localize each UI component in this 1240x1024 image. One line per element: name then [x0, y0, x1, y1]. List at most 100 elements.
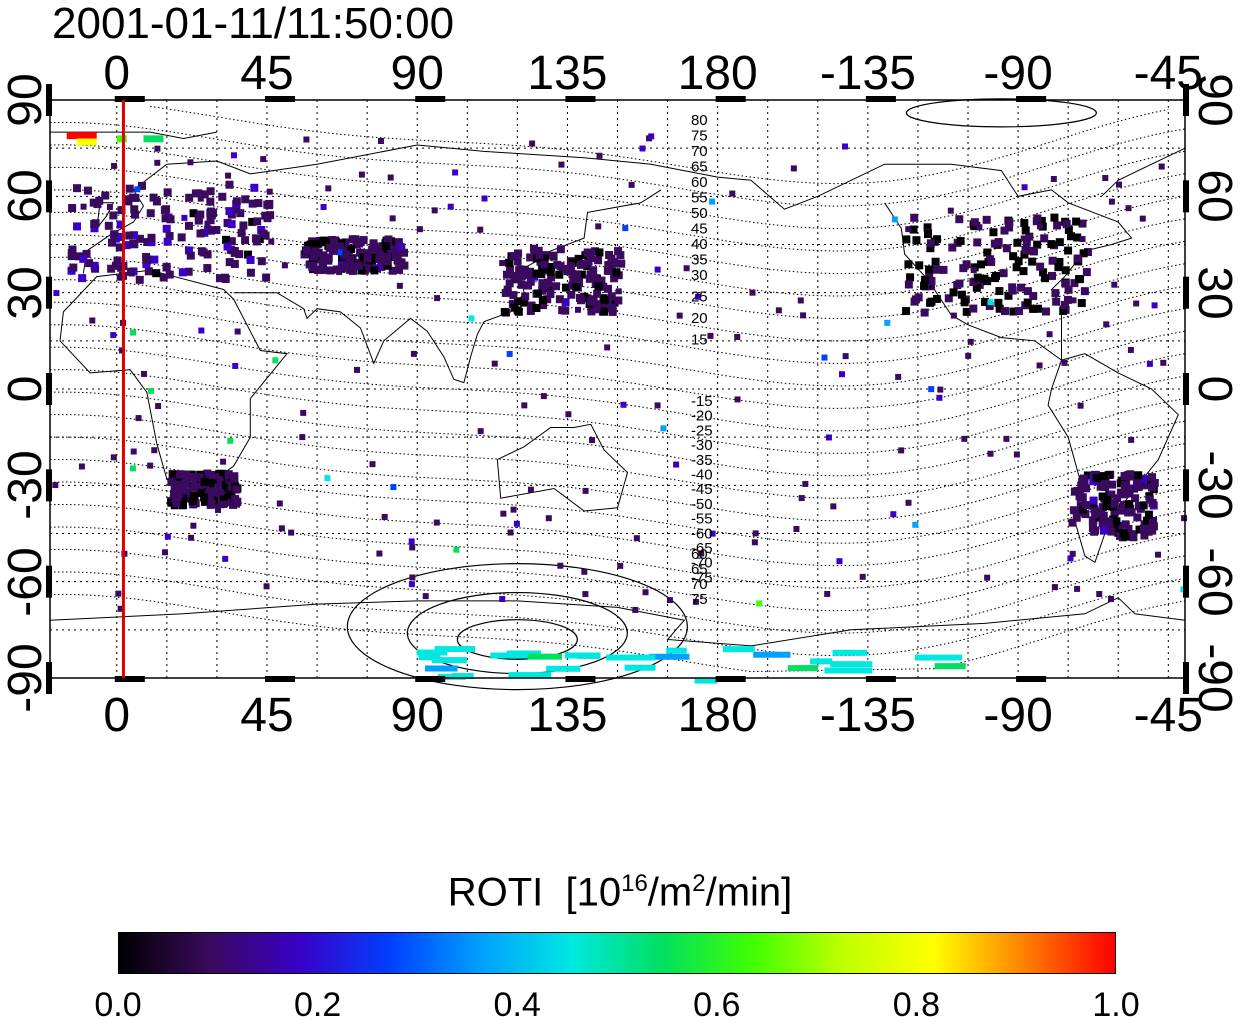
roti-pixel [607, 292, 616, 301]
roti-pixel [356, 248, 365, 257]
y-tick-right: -90 [1188, 643, 1240, 713]
roti-pixel [1083, 248, 1092, 257]
roti-pixel [312, 240, 321, 249]
roti-pixel [200, 493, 209, 502]
roti-pixel [1079, 236, 1086, 243]
roti-pixel [1022, 238, 1031, 247]
roti-pixel [1119, 529, 1128, 538]
roti-pixel [116, 135, 127, 143]
y-tick-left: 60 [0, 169, 52, 224]
roti-pixel [555, 270, 564, 279]
roti-pixel [395, 265, 404, 274]
roti-pixel [1121, 481, 1130, 490]
roti-pixel [241, 236, 250, 245]
roti-pixel [1081, 501, 1090, 510]
roti-pixel [604, 344, 611, 351]
roti-pixel [206, 187, 215, 196]
roti-pixel [67, 252, 76, 261]
roti-pixel [973, 238, 982, 247]
coastline [496, 423, 629, 512]
roti-pixel [914, 293, 923, 302]
roti-pixel [517, 272, 526, 281]
roti-pixel [1151, 302, 1158, 309]
roti-pixel [1101, 482, 1110, 491]
roti-pixel [214, 475, 223, 484]
roti-pixel [106, 203, 113, 210]
roti-pixel [977, 260, 986, 269]
roti-pixel [751, 539, 758, 546]
roti-pixel [527, 653, 563, 660]
roti-pixel [346, 255, 355, 264]
roti-pixel [152, 269, 161, 278]
roti-pixel [68, 245, 77, 254]
roti-pixel [101, 191, 110, 200]
roti-pixel [616, 251, 625, 260]
roti-pixel [177, 233, 186, 242]
roti-pixel [910, 213, 919, 222]
roti-pixel [195, 473, 204, 482]
roti-pixel [227, 237, 236, 246]
roti-pixel [810, 658, 833, 665]
roti-pixel [246, 268, 255, 277]
roti-pixel [909, 225, 918, 234]
roti-pixel [1021, 226, 1030, 235]
contour-label: 15 [691, 332, 708, 349]
roti-pixel [545, 515, 552, 522]
roti-pixel [1052, 297, 1061, 306]
y-tick-right: -60 [1188, 546, 1240, 617]
roti-pixel [197, 195, 204, 202]
roti-pixel [547, 262, 556, 271]
coastline [49, 597, 1186, 647]
roti-pixel [196, 210, 205, 219]
roti-pixel [513, 257, 522, 266]
roti-pixel [987, 450, 994, 457]
frame-tick [114, 676, 145, 682]
roti-pixel [932, 294, 941, 303]
x-tick-bottom: -45 [1133, 689, 1203, 742]
roti-pixel [91, 219, 100, 228]
roti-pixel [654, 266, 661, 273]
roti-pixel [1091, 510, 1100, 519]
roti-pixel [991, 274, 1000, 283]
roti-pixel [1034, 304, 1043, 313]
roti-pixel [161, 214, 170, 223]
roti-pixel [1108, 198, 1115, 205]
roti-pixel [416, 649, 448, 656]
roti-pixel [130, 329, 137, 336]
roti-pixel [1125, 489, 1134, 498]
roti-pixel [1054, 263, 1063, 272]
roti-pixel [393, 249, 402, 258]
roti-pixel [514, 297, 523, 306]
contour-label: -40 [691, 467, 713, 484]
roti-pixel [191, 189, 200, 198]
roti-pixel [925, 271, 934, 280]
roti-pixel [225, 258, 234, 267]
roti-pixel [237, 228, 246, 237]
roti-pixel [281, 262, 288, 269]
roti-pixel [135, 275, 144, 284]
roti-pixel [447, 203, 454, 210]
roti-pixel [1040, 234, 1049, 243]
roti-pixel [481, 195, 488, 202]
roti-pixel [798, 495, 805, 502]
roti-pixel [912, 521, 919, 528]
roti-pixel [925, 265, 934, 274]
roti-pixel [1061, 266, 1070, 275]
roti-pixel [453, 546, 460, 553]
roti-pixel [597, 276, 606, 285]
roti-pixel [617, 562, 624, 569]
roti-pixel [300, 409, 307, 416]
roti-pixel [582, 487, 589, 494]
roti-pixel [354, 366, 361, 373]
roti-pixel [561, 265, 570, 274]
roti-pixel [1073, 254, 1082, 263]
roti-pixel [556, 262, 565, 271]
roti-pixel [1041, 307, 1050, 316]
roti-pixel [1012, 263, 1021, 272]
roti-pixel [1127, 508, 1136, 517]
roti-pixel [824, 590, 831, 597]
roti-pixel [694, 677, 718, 684]
colorbar [118, 932, 1116, 974]
frame-tick [1016, 676, 1047, 682]
roti-pixel [569, 276, 578, 285]
